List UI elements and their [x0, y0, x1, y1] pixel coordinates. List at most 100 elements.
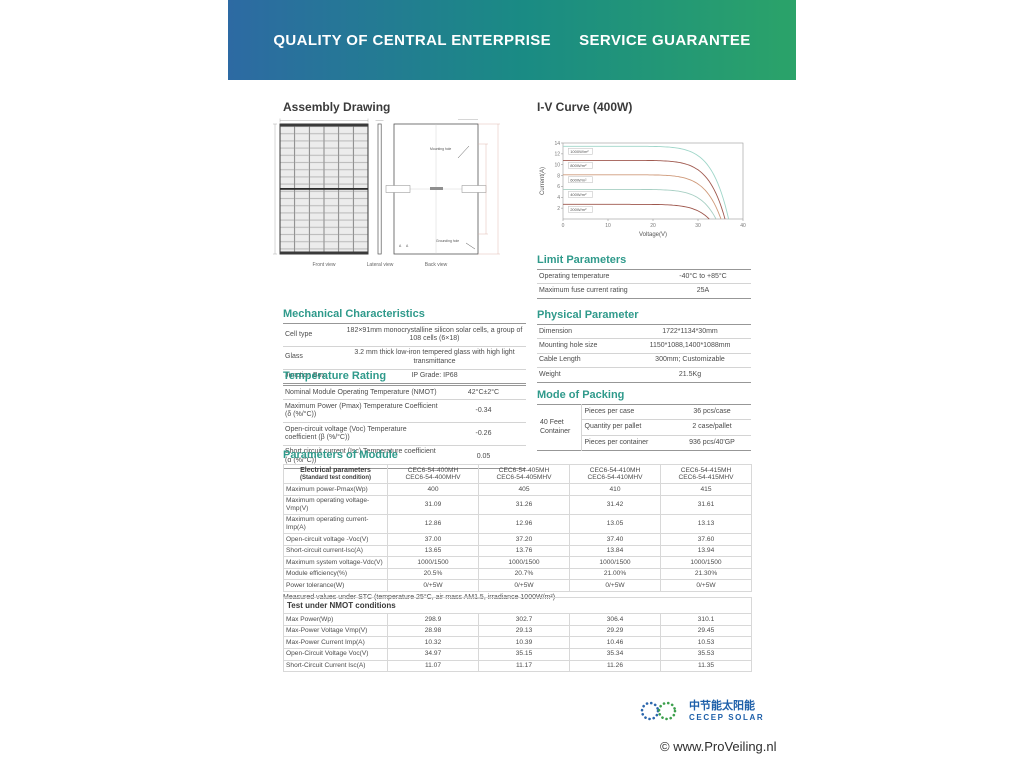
header-cell-model: CEC6-54-415MH CEC6-54-415MHV	[660, 463, 752, 485]
value-cell: 20.7%	[478, 567, 570, 581]
nmot-table: Test under NMOT conditions Max Power(Wp)…	[282, 596, 753, 673]
section-marker-a: A	[406, 244, 409, 248]
table-row: Short-circuit current-Isc(A) 13.65 13.76 13…	[283, 544, 752, 558]
value-cell: 21.30%	[660, 567, 752, 581]
value-cell: 13.76	[478, 544, 570, 558]
value-cell: 11.07	[387, 659, 479, 673]
section-title: Mechanical Characteristics	[283, 308, 425, 320]
value-cell: 1000/1500	[478, 556, 570, 569]
value-cell: 28.98	[387, 624, 479, 638]
temperature-rating-table: Nominal Module Operating Temperature (NM…	[283, 385, 526, 469]
value-cell: 37.20	[478, 533, 570, 546]
packing-table: 40 Feet Container Pieces per case 36 pcs…	[537, 404, 751, 452]
section-title: Physical Parameter	[537, 309, 639, 321]
value-cell: 10.46	[569, 636, 661, 649]
section-title: Limit Parameters	[537, 254, 627, 266]
nmot-title: Test under NMOT conditions	[282, 596, 753, 615]
value-cell: 36 pcs/case	[673, 404, 751, 421]
back-view-label: Back view	[425, 262, 448, 268]
value-cell: 10.39	[478, 636, 570, 649]
svg-text:4: 4	[557, 195, 560, 201]
table-row: Maximum operating current-Imp(A) 12.86 12.…	[283, 513, 752, 535]
value-cell: 936 pcs/40'GP	[689, 438, 735, 446]
row-label: Max-Power Current Imp(A)	[283, 636, 388, 649]
value-cell: 302.7	[478, 613, 570, 626]
value-cell: 1000/1500	[660, 556, 752, 569]
value-cell: 42°C±2°C	[441, 385, 526, 401]
label-cell: Dimension	[537, 324, 629, 340]
value-cell: 2 case/pallet	[673, 419, 751, 436]
container-cell: 40 Feet Container	[537, 404, 582, 451]
header-cell-model: CEC6-54-400MH CEC6-54-400MHV	[387, 463, 479, 485]
svg-text:600W/m²: 600W/m²	[570, 177, 587, 182]
section-title: Temperature Rating	[283, 370, 387, 382]
label-cell: Open-circuit voltage (Voc) Temperature c…	[283, 422, 441, 446]
table-header-row: Electrical parameters (Standard test con…	[283, 463, 752, 485]
header-cell-model: CEC6-54-410MH CEC6-54-410MHV	[569, 463, 661, 485]
row-label: Power tolerance(W)	[283, 579, 388, 592]
mechanical-table: Cell type 182×91mm monocrystalline silico…	[283, 323, 526, 384]
svg-text:10: 10	[554, 163, 560, 169]
front-view-drawing	[273, 118, 369, 255]
back-view-drawing: Mounting hole Grounding hole A A	[385, 119, 500, 255]
value-cell: 35.34	[569, 647, 661, 661]
label-cell: Quantity per pallet	[581, 419, 673, 436]
svg-text:40: 40	[740, 223, 746, 229]
row-label: Maximum operating voltage-Vmp(V)	[283, 494, 388, 515]
value-cell: 29.13	[478, 624, 570, 638]
logo-text-cn: 中节能太阳能	[689, 700, 755, 713]
table-row: Cable Length 300mm; Customizable	[537, 353, 751, 369]
value-cell: 410	[569, 483, 661, 496]
value-cell: 0/+5W	[387, 579, 479, 592]
value-cell: IP Grade: IP68	[411, 372, 458, 380]
svg-text:Current(A): Current(A)	[540, 167, 546, 195]
copyright-watermark: © www.ProVeiling.nl	[660, 739, 777, 754]
physical-parameter-table: Dimension 1722*1134*30mm Mounting hole siz…	[537, 324, 751, 383]
value-cell: 37.00	[387, 533, 479, 546]
value-cell: 0/+5W	[660, 579, 752, 592]
value-cell: 31.42	[569, 494, 661, 515]
value-cell: -0.26	[441, 422, 526, 446]
value-cell: 13.13	[660, 513, 752, 535]
svg-text:0: 0	[562, 223, 565, 229]
label-cell: Operating temperature	[537, 269, 655, 285]
label-cell: Cell type	[283, 323, 343, 347]
label-cell: Mounting hole size	[537, 338, 629, 354]
section-mechanical-characteristics: Mechanical Characteristics Cell type 182×…	[283, 308, 526, 384]
label-cell: Pieces per container	[584, 438, 649, 446]
logo-text-en: CECEP SOLAR	[689, 712, 765, 722]
table-row: Open-circuit voltage (Voc) Temperature c…	[283, 422, 526, 446]
lateral-view-drawing	[375, 120, 384, 255]
value-cell: 21.00%	[569, 567, 661, 581]
row-label: Open-Circuit Voltage Voc(V)	[283, 647, 388, 661]
table-row: Max Power(Wp) 298.9 302.7 306.4 310.1	[283, 613, 753, 626]
value-cell: 0/+5W	[569, 579, 661, 592]
value-cell: -40°C to +85°C	[655, 269, 751, 285]
value-cell: 37.40	[569, 533, 661, 546]
table-row: Junction Box IP Grade: IP68	[283, 369, 526, 383]
value-cell: 13.65	[387, 544, 479, 558]
value-cell: 10.53	[659, 636, 753, 649]
table-row: Maximum operating voltage-Vmp(V) 31.09 31.…	[283, 494, 752, 515]
row-label: Max-Power Voltage Vmp(V)	[283, 624, 388, 638]
value-cell: 306.4	[569, 613, 661, 626]
value-cell: 13.84	[569, 544, 661, 558]
module-parameters-table: Electrical parameters (Standard test con…	[283, 463, 752, 592]
front-view-label: Front view	[312, 262, 335, 268]
svg-text:12: 12	[554, 152, 560, 158]
table-row: Open-circuit voltage -Voc(V) 37.00 37.20 37…	[283, 533, 752, 546]
lateral-view-label: Lateral view	[367, 262, 394, 268]
row-label: Short-Circuit Current Isc(A)	[283, 659, 388, 673]
value-cell: 310.1	[659, 613, 753, 626]
table-row: Nominal Module Operating Temperature (NM…	[283, 385, 526, 401]
label-cell: Short circuit current (Isc) Temperature …	[285, 448, 436, 464]
table-row: Max-Power Voltage Vmp(V) 28.98 29.13 29.29 2…	[283, 624, 753, 638]
row-label: Maximum operating current-Imp(A)	[283, 513, 388, 535]
svg-text:8: 8	[557, 173, 560, 179]
footer-logo: 中节能太阳能 CECEP SOLAR	[638, 697, 764, 725]
label-cell: Pieces per case	[581, 404, 673, 421]
section-marker-a: A	[399, 244, 402, 248]
value-cell: 29.45	[659, 624, 753, 638]
label-cell: Glass	[283, 346, 343, 370]
value-cell: 12.86	[387, 513, 479, 535]
